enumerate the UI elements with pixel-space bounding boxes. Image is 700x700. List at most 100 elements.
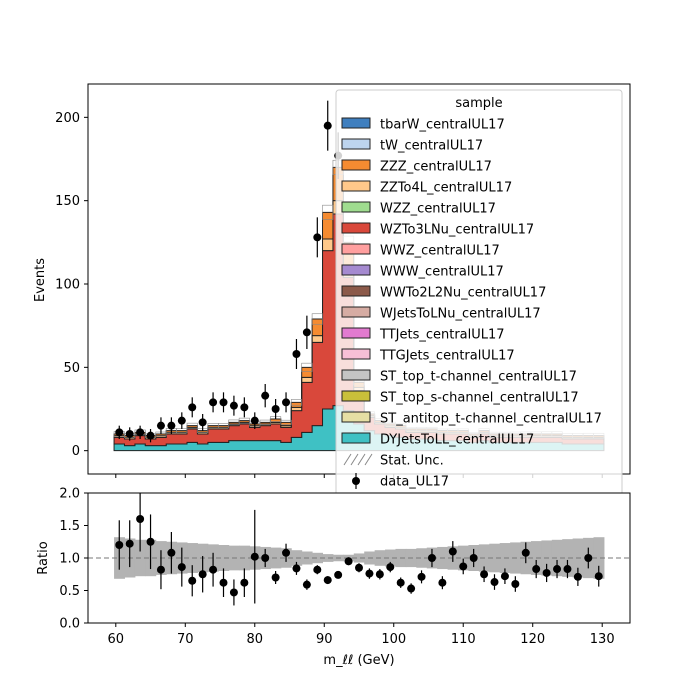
data-point (292, 350, 301, 358)
ratio-point (177, 563, 186, 572)
legend-entry: ZZTo4L_centralUL17 (341, 180, 512, 196)
ratio-point (313, 565, 322, 574)
ratio-band-bin (416, 548, 428, 568)
data-point (136, 428, 145, 437)
ratio-point (427, 554, 436, 562)
legend-label: Stat. Unc. (380, 454, 444, 469)
legend-label: WZTo3LNu_centralUL17 (380, 223, 534, 238)
stat-unc-bin (259, 419, 271, 425)
ratio-point (459, 562, 468, 571)
ratio-point (407, 584, 416, 593)
data-point (209, 398, 218, 407)
ratio-band-bin (353, 553, 365, 563)
ratio-point (292, 564, 301, 573)
ratio-x-tick-label: 60 (108, 632, 125, 647)
legend-hatch (343, 453, 352, 466)
legend-entry: tW_centralUL17 (341, 138, 483, 154)
ratio-point (198, 570, 207, 579)
ratio-point (386, 563, 395, 572)
ratio-point (334, 570, 343, 579)
ratio-point (365, 569, 374, 578)
ratio-point (553, 565, 562, 574)
top-y-ticks: 0 50 100 150 200 (55, 111, 88, 459)
ratio-point (521, 548, 530, 557)
ratio-band-bin (551, 539, 563, 577)
legend-entry: Stat. Unc. (343, 453, 444, 469)
ratio-x-tick-label: 130 (590, 632, 615, 647)
data-point (250, 416, 259, 425)
ratio-point (532, 565, 541, 574)
data-point (282, 398, 291, 407)
legend-entry: WZZ_centralUL17 (341, 201, 496, 217)
legend-swatch (341, 432, 371, 444)
legend-entry: ZZZ_centralUL17 (341, 159, 492, 175)
data-point (115, 428, 124, 437)
data-point (146, 431, 155, 440)
ratio-point (219, 578, 228, 587)
stat-unc-bin (290, 399, 302, 406)
ratio-x-ticks: 60 70 80 90 100 110 120 130 (108, 623, 615, 647)
data-point (271, 405, 280, 413)
legend-swatch (341, 159, 371, 171)
ratio-y-tick-label: 0.5 (59, 584, 80, 599)
legend-entry: WZTo3LNu_centralUL17 (341, 222, 534, 238)
ratio-point (146, 537, 155, 546)
top-y-tick-label: 200 (55, 111, 80, 126)
legend-swatch (341, 180, 371, 192)
ratio-point (417, 572, 426, 581)
legend-entry: WWW_centralUL17 (341, 264, 504, 280)
ratio-point (573, 572, 582, 581)
ratio-x-tick-label: 70 (177, 632, 194, 647)
ratio-point (469, 554, 478, 562)
legend-swatch (341, 348, 371, 360)
ratio-panel: 0.0 0.5 1.0 1.5 2.0 60 70 80 90 100 110 120 130 Rat… (36, 487, 631, 668)
legend-entries: tbarW_centralUL17 tW_centralUL17 ZZZ_centr… (341, 117, 602, 490)
legend-swatch (341, 201, 371, 213)
legend-label: WWTo2L2Nu_centralUL17 (380, 286, 546, 301)
legend-label: TTJets_centralUL17 (379, 328, 505, 343)
ratio-point (115, 541, 124, 549)
data-point (313, 233, 322, 242)
ratio-y-tick-label: 0.0 (59, 617, 80, 632)
legend-label: WZZ_centralUL17 (380, 202, 496, 217)
legend-title: sample (455, 96, 502, 111)
ratio-band-bin (562, 539, 574, 577)
ratio-point (448, 547, 457, 556)
legend-label: WWZ_centralUL17 (380, 244, 500, 259)
legend-entry: ST_top_t-channel_centralUL17 (341, 369, 577, 385)
ratio-point (438, 578, 447, 587)
ratio-x-tick-label: 120 (520, 632, 545, 647)
top-y-axis-label: Events (33, 258, 48, 302)
ratio-point (156, 565, 165, 574)
legend-swatch (341, 369, 371, 381)
ratio-x-tick-label: 90 (316, 632, 333, 647)
ratio-point (480, 570, 489, 579)
legend-swatch (341, 243, 371, 255)
x-axis-label: m_ℓℓ (GeV) (323, 653, 394, 668)
ratio-point (375, 570, 384, 579)
data-point (188, 403, 197, 412)
top-y-tick-label: 0 (72, 444, 80, 459)
ratio-point (209, 565, 218, 574)
data-point (167, 421, 176, 430)
ratio-point (271, 573, 280, 582)
data-point (323, 121, 332, 130)
ratio-point (355, 563, 363, 572)
ratio-points (115, 493, 603, 606)
stat-unc-bin (301, 362, 313, 372)
ratio-y-tick-label: 2.0 (59, 487, 80, 502)
ratio-point (261, 554, 270, 562)
legend-swatch (341, 411, 371, 423)
ratio-point (594, 572, 603, 581)
ratio-point (396, 578, 405, 587)
legend-swatch (341, 138, 371, 150)
top-y-tick-label: 150 (55, 194, 80, 209)
legend-label: ST_antitop_t-channel_centralUL17 (380, 412, 602, 427)
ratio-band-bin (322, 554, 334, 562)
legend-swatch (341, 264, 371, 276)
ratio-y-tick-label: 1.0 (59, 552, 80, 567)
ratio-point (344, 557, 353, 566)
data-point (198, 418, 207, 427)
stat-unc-bin (217, 423, 230, 429)
